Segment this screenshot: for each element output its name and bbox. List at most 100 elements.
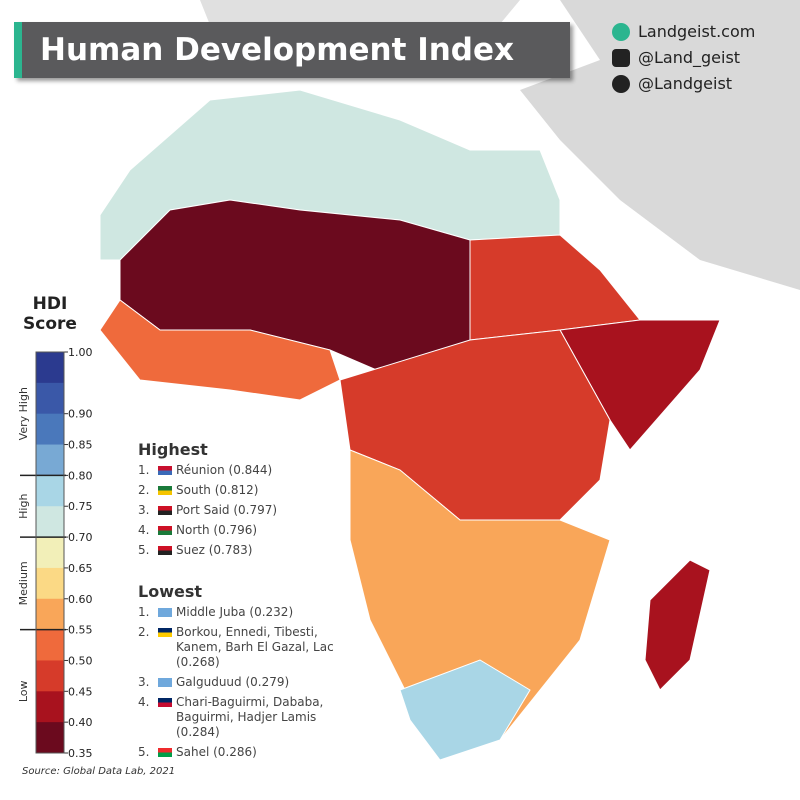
rank: 3. bbox=[138, 503, 150, 517]
legend-swatch bbox=[36, 691, 64, 723]
item-text: South (0.812) bbox=[176, 483, 258, 498]
item-score: (0.797) bbox=[233, 503, 278, 517]
item-text: Suez (0.783) bbox=[176, 543, 252, 558]
rank: 2. bbox=[138, 625, 150, 639]
colorbar: 1.00 0.90 0.85 0.80 0.75 0.70 0.65 0.60 0.55 0.50… bbox=[17, 346, 93, 760]
item-text: Chari-Baguirmi, Dababa, Baguirmi, Hadjer… bbox=[176, 695, 358, 740]
list-item: 3. Port Said (0.797) bbox=[138, 503, 358, 518]
social-text: @Land_geist bbox=[638, 48, 741, 67]
legend-swatch bbox=[36, 382, 64, 415]
rank: 4. bbox=[138, 695, 150, 709]
list-title: Lowest bbox=[138, 582, 202, 601]
legend-swatch bbox=[36, 598, 64, 631]
legend-swatch bbox=[36, 629, 64, 661]
flag bbox=[158, 608, 172, 617]
rank: 2. bbox=[138, 483, 150, 497]
rank: 3. bbox=[138, 675, 150, 689]
rank: 1. bbox=[138, 605, 150, 619]
legend-swatch bbox=[36, 506, 64, 538]
legend-tick-label: 0.65 bbox=[68, 562, 93, 575]
flag bbox=[158, 678, 172, 687]
legend-tick-label: 0.90 bbox=[68, 408, 93, 421]
flag bbox=[158, 466, 172, 475]
legend-title: HDI Score bbox=[23, 294, 77, 334]
legend-frame bbox=[35, 351, 65, 754]
legend-swatch bbox=[36, 722, 64, 754]
legend-class-label: High bbox=[17, 494, 30, 519]
item-name: Middle Juba bbox=[176, 605, 246, 619]
rank: 4. bbox=[138, 523, 150, 537]
flag bbox=[158, 506, 172, 515]
item-name: Suez bbox=[176, 543, 205, 557]
region-south-africa bbox=[399, 659, 531, 761]
legend-swatch bbox=[36, 352, 64, 384]
list-item: 2. South (0.812) bbox=[138, 483, 358, 498]
item-name: Galguduud bbox=[176, 675, 242, 689]
legend-tick-label: 0.40 bbox=[68, 716, 93, 729]
item-name: Sahel bbox=[176, 745, 210, 759]
legend-tick-label: 0.55 bbox=[68, 624, 93, 637]
legend-tick-label: 0.75 bbox=[68, 500, 93, 513]
legend-swatch bbox=[36, 567, 64, 600]
social-text: Landgeist.com bbox=[638, 22, 756, 41]
legend-tick-label: 1.00 bbox=[68, 346, 93, 359]
list-item: 1. Réunion (0.844) bbox=[138, 463, 358, 478]
legend-tick-label: 0.85 bbox=[68, 439, 93, 452]
legend-tick-label: 0.45 bbox=[68, 685, 93, 698]
list-item: 4. North (0.796) bbox=[138, 523, 358, 538]
rank: 1. bbox=[138, 463, 150, 477]
item-score: (0.796) bbox=[213, 523, 258, 537]
legend-tick-label: 0.80 bbox=[68, 469, 93, 482]
flag bbox=[158, 628, 172, 637]
item-text: Réunion (0.844) bbox=[176, 463, 272, 478]
social-link: Landgeist.com bbox=[612, 22, 755, 41]
region-west bbox=[99, 299, 341, 401]
list-item: 5. Suez (0.783) bbox=[138, 543, 358, 558]
legend-class-label: Very High bbox=[17, 387, 30, 440]
item-name: South bbox=[176, 483, 211, 497]
list-item: 4. Chari-Baguirmi, Dababa, Baguirmi, Hadj… bbox=[138, 695, 358, 740]
lowest-list: Lowest 1. Middle Juba (0.232) 2. Borkou, Enn… bbox=[138, 582, 358, 765]
item-score: (0.812) bbox=[214, 483, 259, 497]
legend-swatch bbox=[36, 660, 64, 692]
list-item: 3. Galguduud (0.279) bbox=[138, 675, 358, 690]
rank: 5. bbox=[138, 745, 150, 759]
item-score: (0.844) bbox=[228, 463, 273, 477]
legend-swatch bbox=[36, 444, 64, 476]
list-item: 1. Middle Juba (0.232) bbox=[138, 605, 358, 620]
item-score: (0.232) bbox=[249, 605, 294, 619]
item-name: Réunion bbox=[176, 463, 225, 477]
social-text: @Landgeist bbox=[638, 74, 733, 93]
item-score: (0.268) bbox=[176, 655, 220, 669]
flag bbox=[158, 546, 172, 555]
flag bbox=[158, 748, 172, 757]
item-score: (0.284) bbox=[176, 725, 220, 739]
region-south bbox=[349, 449, 611, 761]
item-text: Borkou, Ennedi, Tibesti, Kanem, Barh El … bbox=[176, 625, 358, 670]
title: Human Development Index bbox=[14, 22, 570, 78]
item-text: Sahel (0.286) bbox=[176, 745, 257, 760]
item-score: (0.783) bbox=[208, 543, 253, 557]
flag bbox=[158, 526, 172, 535]
legend-swatch bbox=[36, 475, 64, 507]
item-text: Galguduud (0.279) bbox=[176, 675, 289, 690]
item-text: Port Said (0.797) bbox=[176, 503, 277, 518]
item-name: Borkou, Ennedi, Tibesti, Kanem, Barh El … bbox=[176, 625, 334, 654]
legend-class-label: Low bbox=[17, 680, 30, 702]
legend-tick-label: 0.50 bbox=[68, 654, 93, 667]
flag bbox=[158, 698, 172, 707]
landmass-other bbox=[520, 0, 800, 290]
legend-swatch bbox=[36, 537, 64, 569]
item-name: Port Said bbox=[176, 503, 230, 517]
legend-tick-label: 0.60 bbox=[68, 593, 93, 606]
list-title: Highest bbox=[138, 440, 208, 459]
legend-tick-label: 0.70 bbox=[68, 531, 93, 544]
rank: 5. bbox=[138, 543, 150, 557]
item-text: North (0.796) bbox=[176, 523, 257, 538]
flag bbox=[158, 486, 172, 495]
legend-class-label: Medium bbox=[17, 561, 30, 605]
social-link: @Landgeist bbox=[612, 74, 732, 93]
item-name: Chari-Baguirmi, Dababa, Baguirmi, Hadjer… bbox=[176, 695, 324, 724]
highest-list: Highest 1. Réunion (0.844) 2. South (0.812) 3… bbox=[138, 440, 358, 563]
